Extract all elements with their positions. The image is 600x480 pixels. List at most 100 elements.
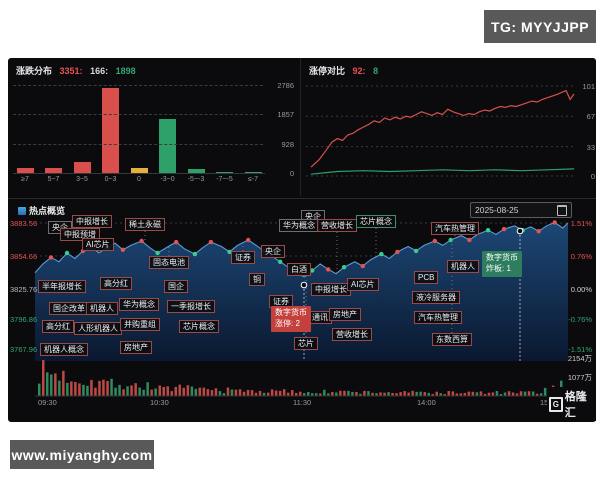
hotspot-tag[interactable]: 一季报增长: [167, 300, 215, 313]
hotspot-tag[interactable]: AI芯片: [82, 238, 114, 251]
crosshair-ring-marker: [516, 227, 524, 235]
hotspot-tag[interactable]: 白酒: [287, 263, 311, 276]
hotspot-tag[interactable]: 高分红: [42, 320, 74, 333]
dist-bar-slot: [184, 85, 208, 173]
volume-bar: [242, 391, 246, 396]
hotspot-tag[interactable]: 机器人: [447, 260, 479, 273]
dist-y-tick: 2786: [277, 81, 294, 90]
curve-marker-dot: [310, 268, 315, 273]
hotspot-tag[interactable]: 华为概念: [119, 298, 159, 311]
hotspot-tag[interactable]: 稀土永磁: [125, 218, 165, 231]
volume-bar: [463, 392, 467, 396]
curve-marker-dot: [360, 263, 365, 269]
hotspot-tag[interactable]: 固态电池: [149, 256, 189, 269]
dist-bar: [16, 167, 34, 173]
volume-bar: [154, 388, 157, 396]
curve-marker-dot: [326, 267, 331, 272]
curve-marker-dot: [536, 229, 541, 234]
curve-marker-dot: [379, 251, 384, 257]
hotspot-tag[interactable]: 芯片概念: [356, 215, 396, 228]
volume-bar: [435, 391, 438, 396]
limit-y-tick: 67: [586, 112, 595, 122]
hotspot-tag[interactable]: 国企: [164, 280, 188, 293]
limit-series-down: [310, 168, 575, 175]
hotspot-left-axis-label: 3825.76: [10, 285, 38, 294]
hotspot-tag[interactable]: 国企改革: [49, 302, 89, 315]
volume-bar: [403, 391, 406, 396]
limit-down-count: 8: [373, 66, 379, 76]
volume-bar: [98, 380, 101, 396]
volume-bar: [327, 393, 330, 396]
hotspot-tag[interactable]: 芯片概念: [179, 320, 219, 333]
hotspot-title-row: 热点概览: [18, 204, 65, 217]
hotspot-tag[interactable]: 机器人: [86, 302, 118, 315]
volume-bar: [134, 383, 137, 396]
hotspot-tag[interactable]: 人形机器人: [74, 322, 122, 335]
curve-marker-dot: [192, 251, 198, 257]
hotspot-tag[interactable]: 证券: [231, 251, 255, 264]
hotspot-tag[interactable]: 营收增长: [332, 328, 372, 341]
hotspot-tag[interactable]: 铜: [249, 273, 265, 286]
volume-bar: [178, 384, 181, 396]
dist-panel-title: 涨跌分布: [16, 66, 53, 76]
hotspot-tag[interactable]: 央企: [261, 245, 285, 258]
curve-marker-dot: [208, 239, 214, 245]
volume-bar: [383, 392, 386, 396]
volume-bar: [335, 392, 338, 396]
dist-bar-slot: [13, 85, 37, 173]
tooltip-line: 涨停: 2: [275, 318, 300, 328]
hotspot-right-axis-label: 1.51%: [570, 219, 592, 228]
volume-bar: [427, 392, 430, 396]
limit-up-count: 92:: [352, 66, 366, 76]
hotspot-tag[interactable]: 中报预增: [60, 228, 100, 241]
dist-flat-count: 166:: [90, 66, 109, 76]
crosshair-ring-marker: [300, 281, 308, 289]
volume-bar: [331, 392, 334, 396]
volume-bar: [226, 387, 230, 396]
volume-bar: [475, 392, 479, 396]
volume-bar: [519, 391, 523, 396]
hotspot-tag[interactable]: 华为概念: [279, 219, 319, 232]
volume-bar: [415, 391, 418, 396]
hotspot-tag[interactable]: 芯片: [294, 337, 318, 350]
volume-bar: [110, 378, 113, 396]
hotspot-time-tick: 14:00: [417, 398, 436, 407]
curve-marker-dot: [467, 237, 472, 243]
dist-bar-slot: [42, 85, 66, 173]
volume-bar: [70, 381, 73, 396]
hotspot-tag[interactable]: 房地产: [120, 341, 152, 354]
dist-y-tick: 1857: [277, 110, 294, 120]
hotspot-tag[interactable]: 中报增长: [72, 215, 112, 228]
telegram-watermark-badge: TG: MYYJJPP: [484, 10, 596, 43]
volume-bar: [395, 393, 398, 396]
hotspot-tag[interactable]: 中报增长: [311, 283, 351, 296]
hotspot-tag[interactable]: 并购重组: [120, 318, 160, 331]
hotspot-tag[interactable]: 汽车热管理: [431, 222, 479, 235]
dist-bar: [73, 161, 91, 173]
volume-bar: [451, 391, 455, 396]
hotspot-tag[interactable]: 营收增长: [317, 219, 357, 232]
curve-marker-dot: [432, 238, 437, 244]
volume-bar: [387, 392, 390, 396]
volume-bar: [190, 386, 194, 396]
hotspot-left-axis-label: 3883.56: [10, 219, 38, 228]
hotspot-tag[interactable]: AI芯片: [347, 278, 379, 291]
volume-bar: [186, 385, 190, 396]
hotspot-tag[interactable]: 东数西算: [432, 333, 472, 346]
volume-bar: [150, 389, 153, 396]
volume-bar: [214, 388, 218, 396]
volume-bar: [238, 389, 242, 396]
hotspot-tag[interactable]: 半年报增长: [38, 280, 86, 293]
hotspot-tag[interactable]: 机器人概念: [40, 343, 88, 356]
tooltip-line: 炸板: 1: [486, 263, 511, 273]
date-picker[interactable]: 2025-08-25: [470, 202, 572, 218]
hotspot-tag[interactable]: PCB: [414, 271, 439, 284]
hotspot-tag[interactable]: 房地产: [329, 308, 361, 321]
hotspot-tag[interactable]: 液冷服务器: [412, 291, 460, 304]
volume-bar: [343, 390, 346, 396]
hotspot-tag[interactable]: 高分红: [100, 277, 132, 290]
volume-bar: [106, 381, 109, 396]
hotspot-tag[interactable]: 汽车热管理: [414, 311, 462, 324]
curve-marker-dot: [227, 249, 232, 255]
hotspot-right-axis-label: -1.51%: [568, 345, 592, 354]
